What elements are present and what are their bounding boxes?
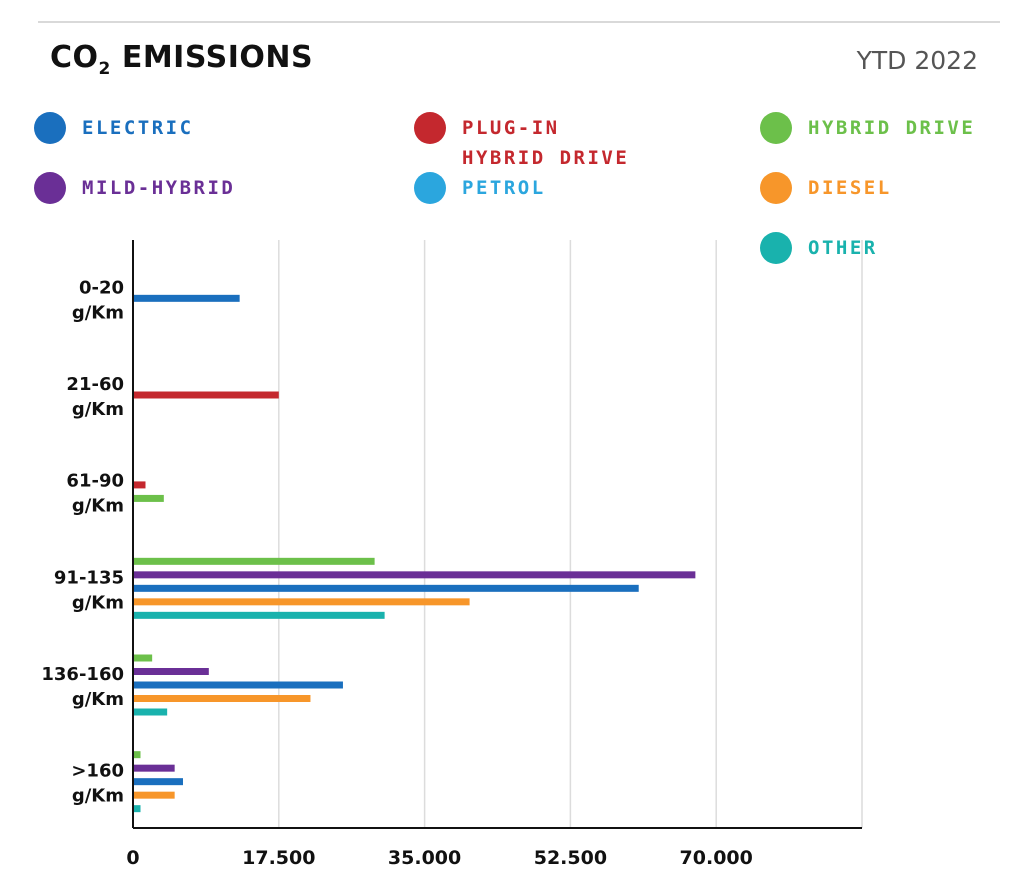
top-divider: [38, 21, 1000, 23]
legend-dot-diesel: [760, 172, 792, 204]
bar-4-diesel: [134, 695, 311, 702]
category-label-line2: g/Km: [72, 302, 124, 323]
category-label-line2: g/Km: [72, 689, 124, 710]
bar-1-plug-in-hybrid-drive: [134, 391, 279, 399]
bar-4-hybrid-drive: [134, 654, 153, 662]
category-label-line1: 0-20: [79, 277, 124, 298]
bar-5-diesel: [134, 791, 175, 799]
category-label-3: 91-135 g/Km: [54, 567, 124, 613]
bar-5-mild-hybrid: [134, 764, 175, 772]
legend-label-plug-in-hybrid: PLUG-IN HYBRID DRIVE: [462, 117, 630, 169]
legend-label-other: OTHER: [808, 237, 878, 259]
bar-3-hybrid-drive: [134, 557, 375, 565]
category-label-line2: g/Km: [72, 786, 124, 807]
category-label-line1: 91-135: [54, 567, 124, 588]
bar-4-electric: [134, 681, 343, 689]
legend-label-diesel: DIESEL: [808, 177, 892, 199]
bar-4-mild-hybrid: [134, 668, 209, 675]
category-label-line2: g/Km: [72, 399, 124, 420]
bar-3-mild-hybrid: [134, 571, 696, 579]
category-label-line1: >160: [71, 761, 124, 782]
category-label-line1: 136-160: [41, 664, 124, 685]
category-label-line2: g/Km: [72, 496, 124, 517]
legend-label-petrol: PETROL: [462, 177, 546, 199]
bar-3-electric: [134, 584, 639, 592]
x-tick-label-2: 35.000: [388, 847, 461, 869]
x-tick-label-0: 0: [126, 847, 139, 869]
legend-item-electric: ELECTRIC: [34, 112, 194, 144]
legend-item-diesel: DIESEL: [760, 172, 892, 204]
legend-dot-mild-hybrid: [34, 172, 66, 204]
legend-item-petrol: PETROL: [414, 172, 546, 204]
chart-title: CO2 EMISSIONS: [50, 40, 314, 79]
legend-label-hybrid-drive: HYBRID DRIVE: [808, 117, 976, 139]
category-label-5: >160 g/Km: [71, 761, 124, 807]
category-label-line1: 21-60: [66, 374, 124, 395]
bar-4-other: [134, 708, 168, 716]
legend-item-other: OTHER: [760, 232, 878, 264]
legend-dot-electric: [34, 112, 66, 144]
legend-label-electric: ELECTRIC: [82, 117, 194, 139]
bar-5-electric: [134, 778, 183, 786]
legend-dot-plug-in-hybrid: [414, 112, 446, 144]
legend-label-mild-hybrid: MILD-HYBRID: [82, 177, 236, 199]
bar-5-other: [134, 805, 141, 813]
bar-0-electric: [134, 294, 240, 302]
bar-2-hybrid-drive: [134, 494, 164, 502]
x-tick-label-4: 70.000: [680, 847, 753, 869]
x-tick-label-3: 52.500: [534, 847, 607, 869]
bar-3-diesel: [134, 598, 470, 606]
bar-2-plug-in-hybrid-drive: [134, 481, 146, 489]
legend-dot-hybrid-drive: [760, 112, 792, 144]
category-label-line1: 61-90: [66, 471, 124, 492]
legend-dot-other: [760, 232, 792, 264]
legend-item-mild-hybrid: MILD-HYBRID: [34, 172, 235, 204]
category-label-line2: g/Km: [72, 592, 124, 613]
bar-5-hybrid-drive: [134, 751, 141, 759]
category-label-4: 136-160 g/Km: [41, 664, 124, 710]
category-label-2: 61-90 g/Km: [66, 471, 124, 517]
legend-item-plug-in-hybrid: PLUG-IN HYBRID DRIVE: [414, 112, 629, 173]
bar-3-other: [134, 611, 385, 619]
category-label-1: 21-60 g/Km: [66, 374, 124, 420]
legend-dot-petrol: [414, 172, 446, 204]
legend-item-hybrid-drive: HYBRID DRIVE: [760, 112, 975, 144]
category-label-0: 0-20 g/Km: [72, 277, 124, 323]
x-tick-label-1: 17.500: [242, 847, 315, 869]
period-label: YTD 2022: [856, 46, 978, 75]
